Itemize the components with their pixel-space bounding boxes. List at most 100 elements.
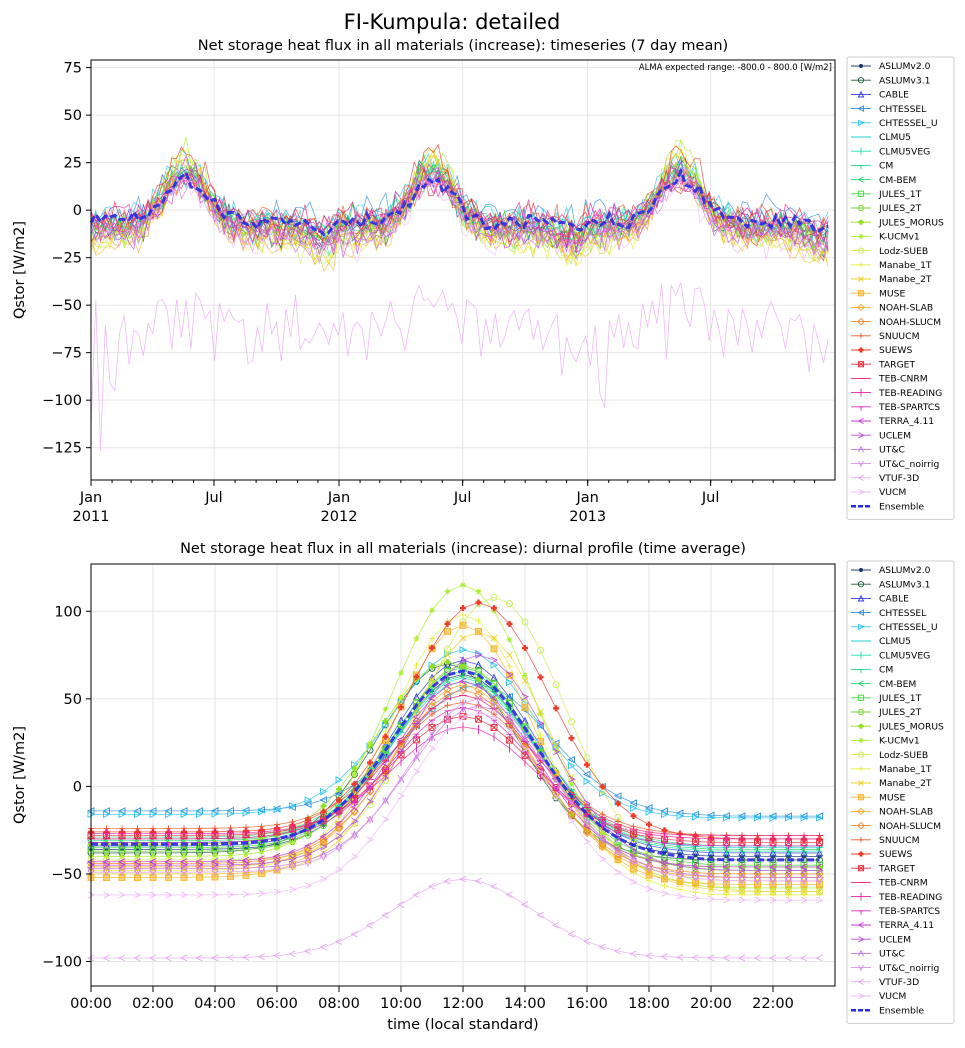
x-tick-label: 18:00 — [628, 996, 670, 1012]
legend-label: CABLE — [879, 90, 909, 101]
legend-label: CM-BEM — [879, 679, 916, 690]
y-tick-label: −25 — [51, 251, 82, 267]
legend-entry: CHTESSEL_U — [851, 118, 938, 129]
legend-entry: TEB-SPARTCS — [851, 906, 940, 917]
legend-entry: ASLUMv3.1 — [851, 75, 930, 86]
timeseries-x-ticks: Jan 2011 Jul Jan 2012 Jul Jan 2013 Jul — [73, 480, 816, 525]
legend-label: SUEWS — [879, 849, 912, 860]
legend-entry: VUCM — [851, 487, 906, 498]
legend-label: TARGET — [878, 359, 915, 370]
diurnal-series-cm — [88, 670, 823, 851]
y-tick-label: 50 — [64, 692, 82, 708]
legend-entry: VTUF-3D — [851, 473, 919, 484]
legend-label: CHTESSEL_U — [879, 118, 938, 129]
legend-label: CM — [879, 665, 893, 676]
legend-entry: CHTESSEL — [851, 104, 927, 115]
legend-label: TEB-SPARTCS — [878, 402, 940, 413]
y-tick-label: 50 — [64, 108, 82, 124]
legend-entry: ASLUMv2.0 — [851, 61, 931, 72]
legend-label: CM — [879, 161, 893, 172]
diurnal-line — [90, 680, 820, 849]
x-tick-label: 16:00 — [566, 996, 608, 1012]
legend-entry: TEB-CNRM — [851, 878, 928, 889]
timeseries-line-ut-c — [90, 169, 829, 260]
y-tick-label: 0 — [73, 779, 82, 795]
legend-entry: JULES_1T — [851, 189, 922, 200]
legend-label: NOAH-SLUCM — [879, 821, 941, 832]
legend-label: SNUUCM — [879, 835, 920, 846]
legend-label: SUEWS — [879, 345, 912, 356]
legend-label: JULES_1T — [878, 189, 922, 200]
legend-label: UT&C — [879, 445, 905, 456]
legend-label: ASLUMv3.1 — [879, 75, 930, 86]
legend-label: TEB-READING — [878, 892, 942, 903]
diurnal-line — [90, 602, 820, 840]
legend-entry: CHTESSEL — [851, 608, 927, 619]
legend-entry: JULES_2T — [851, 707, 922, 718]
legend-entry: TERRA_4.11 — [851, 416, 934, 427]
x-tick-label: Jul — [204, 490, 223, 506]
legend-entry: UT&C — [851, 949, 905, 960]
legend-entry: K-UCMv1 — [851, 736, 920, 747]
legend-label: VTUF-3D — [879, 473, 919, 484]
y-tick-label: 25 — [64, 156, 82, 172]
legend-entry: CM-BEM — [851, 175, 916, 186]
diurnal-series-target — [87, 712, 823, 846]
legend-entry: JULES_1T — [851, 693, 922, 704]
legend-label: UCLEM — [879, 934, 911, 945]
diurnal-series-teb-reading — [90, 722, 820, 844]
legend-entry: ASLUMv3.1 — [851, 579, 930, 590]
legend-entry: TERRA_4.11 — [851, 920, 934, 931]
legend-entry: CABLE — [851, 594, 909, 605]
legend-entry: VUCM — [851, 991, 906, 1002]
legend-label: JULES_MORUS — [878, 217, 944, 228]
diurnal-title: Net storage heat flux in all materials (… — [180, 541, 746, 557]
diurnal-line — [90, 715, 820, 843]
legend-entry: MUSE — [851, 792, 905, 803]
legend-label: Manabe_2T — [879, 274, 932, 285]
legend-label: VUCM — [879, 991, 906, 1002]
x-tick-label: 00:00 — [70, 996, 112, 1012]
timeseries-line-suews — [90, 143, 829, 257]
x-tick-year-label: 2013 — [569, 509, 606, 525]
legend-label: TEB-CNRM — [878, 374, 928, 385]
legend-entry: Manabe_1T — [851, 764, 932, 775]
diurnal-series-terra-4-11 — [86, 677, 823, 871]
legend-entry: UCLEM — [851, 934, 911, 945]
legend-entry: UT&C — [851, 445, 905, 456]
legend-label: Lodz-SUEB — [879, 750, 928, 761]
legend-entry: Ensemble — [851, 1005, 924, 1016]
legend-entry: Ensemble — [851, 501, 924, 512]
legend-entry: Lodz-SUEB — [851, 750, 928, 761]
x-tick-label: Jan — [575, 490, 598, 506]
legend-label: TARGET — [878, 863, 915, 874]
x-tick-label: Jul — [453, 490, 472, 506]
legend-label: VUCM — [879, 487, 906, 498]
y-tick-label: −50 — [51, 867, 82, 883]
x-tick-year-label: 2012 — [321, 509, 358, 525]
x-tick-label: Jul — [701, 490, 720, 506]
legend-label: NOAH-SLAB — [879, 807, 933, 818]
timeseries-annotation: ALMA expected range: -800.0 - 800.0 [W/m… — [639, 63, 832, 73]
x-tick-label: 22:00 — [752, 996, 794, 1012]
legend-label: JULES_MORUS — [878, 721, 944, 732]
legend-entry: TEB-CNRM — [851, 374, 928, 385]
legend-label: ASLUMv2.0 — [879, 61, 931, 72]
timeseries-series — [89, 137, 829, 451]
timeseries-line-ut-c-noirrig — [90, 163, 829, 265]
diurnal-ylabel: Qstor [W/m2] — [12, 726, 28, 824]
diurnal-y-ticks: 100 50 0 −50 −100 — [42, 604, 91, 970]
y-tick-label: −75 — [51, 346, 82, 362]
legend-entry: NOAH-SLAB — [851, 807, 933, 818]
timeseries-panel: Net storage heat flux in all materials (… — [12, 38, 836, 525]
legend-label: CLMU5VEG — [879, 146, 930, 157]
legend-label: MUSE — [879, 792, 905, 803]
legend-entry: NOAH-SLAB — [851, 303, 933, 314]
y-tick-label: 75 — [64, 61, 82, 77]
x-tick-label: Jan — [79, 490, 102, 506]
timeseries-line-vtuf-3d — [90, 282, 829, 451]
diurnal-line — [90, 689, 820, 875]
y-tick-label: −50 — [51, 298, 82, 314]
y-tick-label: −100 — [42, 954, 82, 970]
diurnal-series-vtuf-3d — [86, 875, 823, 962]
